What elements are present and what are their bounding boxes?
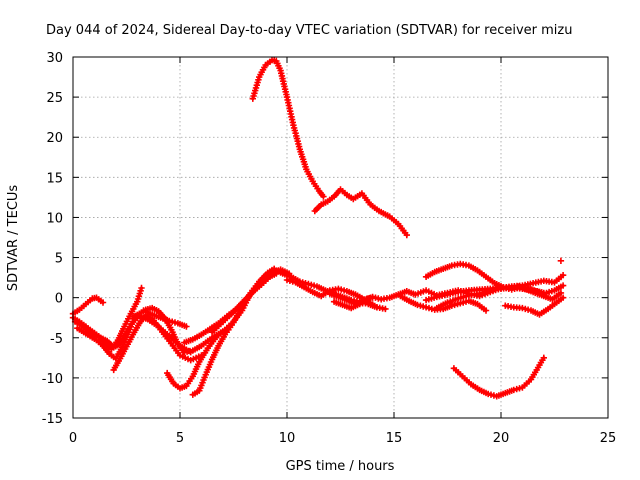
series-arc-7	[140, 307, 190, 330]
data-point	[320, 193, 327, 200]
data-point	[557, 289, 565, 297]
x-tick-label: 25	[600, 431, 617, 446]
y-tick-label: 5	[55, 252, 63, 267]
series-arc-16	[397, 292, 490, 314]
series-arc-22	[450, 354, 547, 400]
data-point	[482, 307, 490, 314]
plot-frame	[72, 56, 609, 419]
data-point	[557, 257, 565, 264]
axis-ticks: 0 5 10 15 20 25 -15 -10 -5 0 5 10 15 20 25 30	[42, 51, 617, 446]
data-point	[403, 231, 410, 239]
y-tick-label: 10	[46, 211, 63, 226]
series-arc-15	[330, 298, 389, 313]
series-arc-21	[514, 283, 565, 303]
y-axis-title: SDTVAR / TECUs	[6, 185, 21, 292]
data-point	[540, 354, 547, 361]
series-arc-4	[74, 312, 139, 362]
y-tick-label: -10	[42, 372, 63, 387]
y-tick-label: 15	[46, 171, 63, 186]
series-layer	[69, 57, 567, 400]
series-arc-18	[422, 272, 567, 304]
y-tick-label: 0	[55, 292, 63, 307]
data-point	[99, 299, 107, 306]
chart-title: Day 044 of 2024, Sidereal Day-to-day VTE…	[46, 23, 572, 38]
series-arc-20	[502, 294, 567, 318]
x-tick-label: 15	[386, 431, 403, 446]
x-tick-label: 5	[176, 431, 184, 446]
series-arc-peak	[249, 57, 327, 200]
x-axis-title: GPS time / hours	[286, 459, 395, 474]
data-point	[183, 323, 190, 330]
x-tick-label: 0	[69, 431, 77, 446]
data-point	[138, 284, 145, 292]
data-point	[382, 305, 389, 313]
series-isolated-point	[557, 257, 565, 264]
x-tick-label: 10	[279, 431, 296, 446]
x-tick-label: 20	[493, 431, 510, 446]
data-point	[559, 272, 567, 279]
data-point	[559, 294, 567, 301]
grid	[73, 57, 608, 418]
y-tick-label: 30	[46, 51, 63, 66]
series-arc-11	[208, 266, 293, 336]
y-tick-label: 25	[46, 91, 63, 106]
y-tick-label: -5	[50, 332, 63, 347]
y-tick-label: -15	[42, 412, 63, 427]
data-point	[559, 282, 567, 289]
y-tick-label: 20	[46, 131, 63, 146]
series-arc-5	[110, 312, 205, 374]
series-arc-mid-high	[311, 186, 410, 239]
